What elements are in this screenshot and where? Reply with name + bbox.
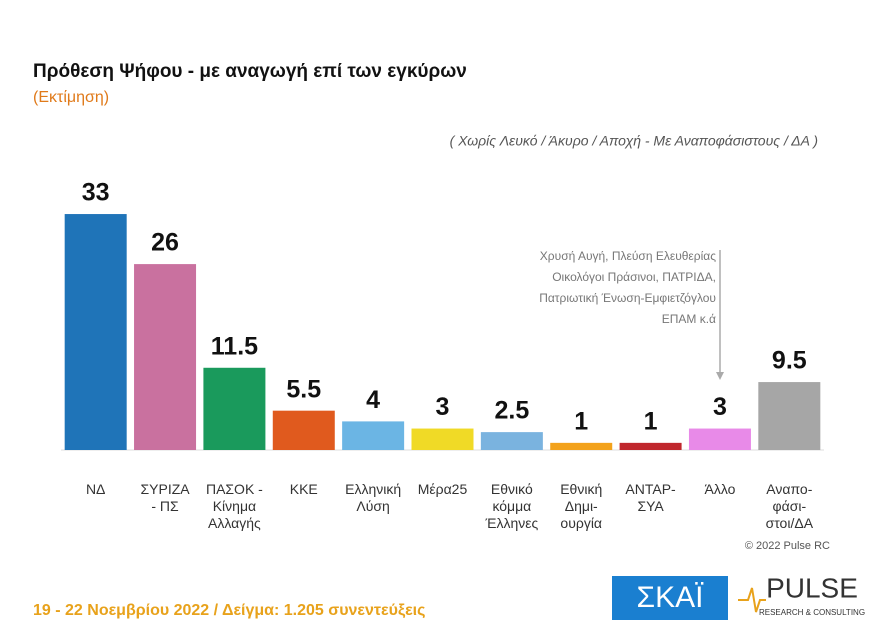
bar [203,367,266,450]
x-tick-label: ΣΥΡΙΖΑ - ΠΣ [140,481,190,514]
bar [134,264,197,450]
skai-logo-text: ΣΚΑΪ [637,581,705,614]
bar [411,428,474,450]
x-tick-label: Άλλο [704,481,735,497]
pulse-logo-sub: RESEARCH & CONSULTING [759,608,865,617]
chart-subtitle: (Εκτίμηση) [33,89,109,106]
value-label: 1 [644,407,658,435]
value-label: 26 [151,229,179,257]
bar [342,421,405,450]
bar [619,442,682,450]
value-label: 9.5 [772,347,807,375]
bar [272,410,335,450]
x-tick-label: Εθνικό κόμμα Έλληνες [484,481,538,531]
x-tick-label: ΑΝΤΑΡ-ΣΥΑ [625,481,676,514]
bar [758,382,821,450]
value-label: 4 [366,386,380,414]
value-label: 2.5 [494,397,529,425]
x-tick-label: ΠΑΣΟΚ -Κίνημα Αλλαγής [206,481,263,531]
value-label: 3 [713,393,727,421]
bar [64,214,127,450]
x-tick-label: Εθνική Δημι-ουργία [560,481,602,531]
value-label: 3 [436,393,450,421]
bar [550,442,613,450]
x-tick-label: Μέρα25 [418,481,468,497]
annotation: Πατριωτική Ένωση-Εμφιετζόγλου [539,291,716,305]
x-tick-label: ΚΚΕ [290,481,318,497]
value-label: 5.5 [286,375,321,403]
annotation: ΕΠΑΜ κ.ά [662,312,716,326]
bar [480,432,543,450]
copyright: © 2022 Pulse RC [745,540,830,552]
chart-title: Πρόθεση Ψήφου - με αναγωγή επί των εγκύρ… [33,61,467,82]
x-tick-label: ΝΔ [86,481,105,497]
bar [688,428,751,450]
annotation-arrow [716,372,724,380]
pulse-logo: PULSE [766,572,858,603]
annotation: Οικολόγοι Πράσινοι, ΠΑΤΡΙΔΑ, [552,270,716,284]
annotation: Χρυσή Αυγή, Πλεύση Ελευθερίας [540,249,716,263]
footer: 19 - 22 Νοεμβρίου 2022 / Δείγμα: 1.205 σ… [33,602,425,619]
skai-logo [612,576,728,620]
value-label: 1 [574,407,588,435]
x-tick-label: Αναπο-φάσι-στοι/ΔΑ [766,481,814,531]
pulse-logo-mark [738,587,766,613]
value-label: 11.5 [211,332,258,360]
value-label: 33 [82,179,110,207]
chart-note: ( Χωρίς Λευκό / Άκυρο / Αποχή - Με Αναπο… [450,133,818,149]
x-tick-label: Ελληνική Λύση [345,481,401,514]
